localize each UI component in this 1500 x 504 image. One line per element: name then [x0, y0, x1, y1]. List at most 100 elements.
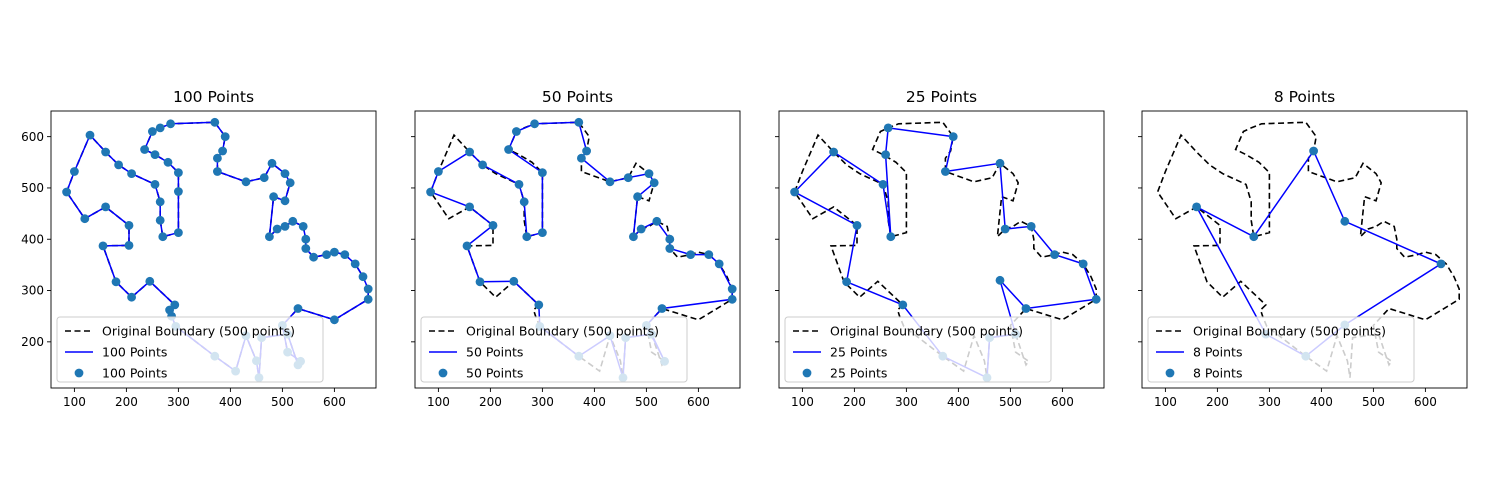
data-point: [898, 300, 908, 310]
legend-marker-swatch: [802, 368, 812, 378]
x-tick-label: 200: [115, 395, 138, 409]
data-point: [883, 123, 893, 133]
data-point: [213, 167, 222, 176]
data-point: [280, 222, 290, 231]
data-point: [1436, 259, 1446, 269]
legend: Original Boundary (500 points) 50 Points 5…: [420, 316, 688, 383]
data-point: [465, 202, 474, 212]
legend-label: 8 Points: [1193, 366, 1242, 381]
data-point: [98, 241, 108, 251]
data-point: [158, 232, 168, 242]
data-point: [636, 224, 646, 234]
legend-label: 100 Points: [102, 366, 167, 381]
data-point: [148, 127, 157, 136]
legend: Original Boundary (500 points) 8 Points 8 …: [1147, 316, 1415, 383]
x-tick-label: 600: [323, 395, 346, 409]
data-point: [426, 187, 435, 197]
data-point: [265, 232, 274, 242]
data-point: [538, 168, 547, 178]
data-point: [842, 277, 851, 287]
data-point: [322, 250, 331, 259]
data-point: [790, 187, 799, 197]
data-point: [1249, 232, 1259, 242]
legend-label: 25 Points: [830, 366, 887, 381]
data-point: [85, 130, 95, 140]
data-point: [665, 244, 675, 253]
data-point: [350, 259, 360, 269]
legend-label: 50 Points: [466, 345, 523, 360]
data-point: [1091, 294, 1101, 304]
data-point: [649, 178, 659, 188]
legend: Original Boundary (500 points) 100 Points…: [56, 316, 324, 383]
data-point: [363, 284, 373, 294]
data-point: [727, 294, 737, 304]
data-point: [475, 277, 485, 287]
data-point: [1050, 250, 1059, 259]
data-point: [111, 277, 121, 287]
data-point: [101, 202, 110, 212]
data-point: [1000, 224, 1010, 234]
y-tick-label: 400: [21, 232, 44, 246]
data-point: [301, 234, 311, 244]
data-point: [301, 244, 311, 253]
data-point: [714, 259, 724, 269]
data-point: [80, 214, 90, 224]
axes-frame: [1141, 110, 1468, 389]
legend-box: [784, 316, 1052, 383]
data-point: [478, 160, 487, 170]
data-point: [259, 173, 269, 183]
legend-marker-swatch: [74, 368, 84, 378]
data-point: [1021, 304, 1031, 313]
legend-label: 100 Points: [102, 345, 167, 360]
data-point: [280, 196, 290, 206]
data-point: [150, 150, 160, 160]
data-point: [941, 167, 950, 176]
x-tick-label: 400: [1310, 395, 1333, 409]
data-point: [514, 180, 524, 189]
legend-label: Original Boundary (500 points): [102, 324, 295, 339]
legend-marker-swatch: [1165, 368, 1175, 378]
data-point: [1340, 216, 1350, 226]
x-tick-label: 600: [1414, 395, 1437, 409]
data-point: [686, 250, 695, 259]
chart-title: 25 Points: [906, 88, 977, 106]
data-point: [285, 178, 295, 188]
data-point: [330, 315, 339, 325]
data-point: [504, 145, 513, 154]
subplot-2: 50 Points 100 200 300 400 500 600 Original Boun…: [411, 88, 741, 409]
data-point: [358, 272, 368, 282]
data-point: [633, 192, 642, 202]
data-point: [577, 153, 586, 163]
data-point: [1309, 146, 1318, 156]
data-point: [582, 146, 591, 156]
y-tick-label: 200: [21, 335, 44, 349]
data-point: [62, 187, 71, 197]
data-point: [881, 150, 890, 160]
data-point: [298, 222, 308, 231]
data-point: [124, 221, 134, 230]
data-point: [267, 158, 277, 168]
y-tick-label: 300: [21, 284, 44, 298]
x-tick-label: 300: [167, 395, 190, 409]
x-tick-label: 300: [895, 395, 918, 409]
data-point: [309, 252, 318, 262]
data-point: [434, 167, 443, 176]
data-point: [829, 147, 838, 157]
x-tick-label: 500: [635, 395, 658, 409]
legend-box: [56, 316, 324, 383]
data-point: [70, 167, 79, 176]
x-tick-label: 200: [843, 395, 866, 409]
data-point: [652, 216, 662, 226]
data-point: [127, 169, 136, 179]
chart-title: 100 Points: [173, 88, 254, 106]
data-point: [155, 197, 165, 207]
chart-title: 8 Points: [1274, 88, 1335, 106]
data-point: [1026, 222, 1036, 231]
data-point: [363, 294, 373, 304]
x-tick-label: 200: [1206, 395, 1229, 409]
data-point: [948, 132, 958, 142]
data-point: [269, 192, 278, 202]
y-tick-label: 600: [21, 130, 44, 144]
data-point: [644, 169, 654, 179]
